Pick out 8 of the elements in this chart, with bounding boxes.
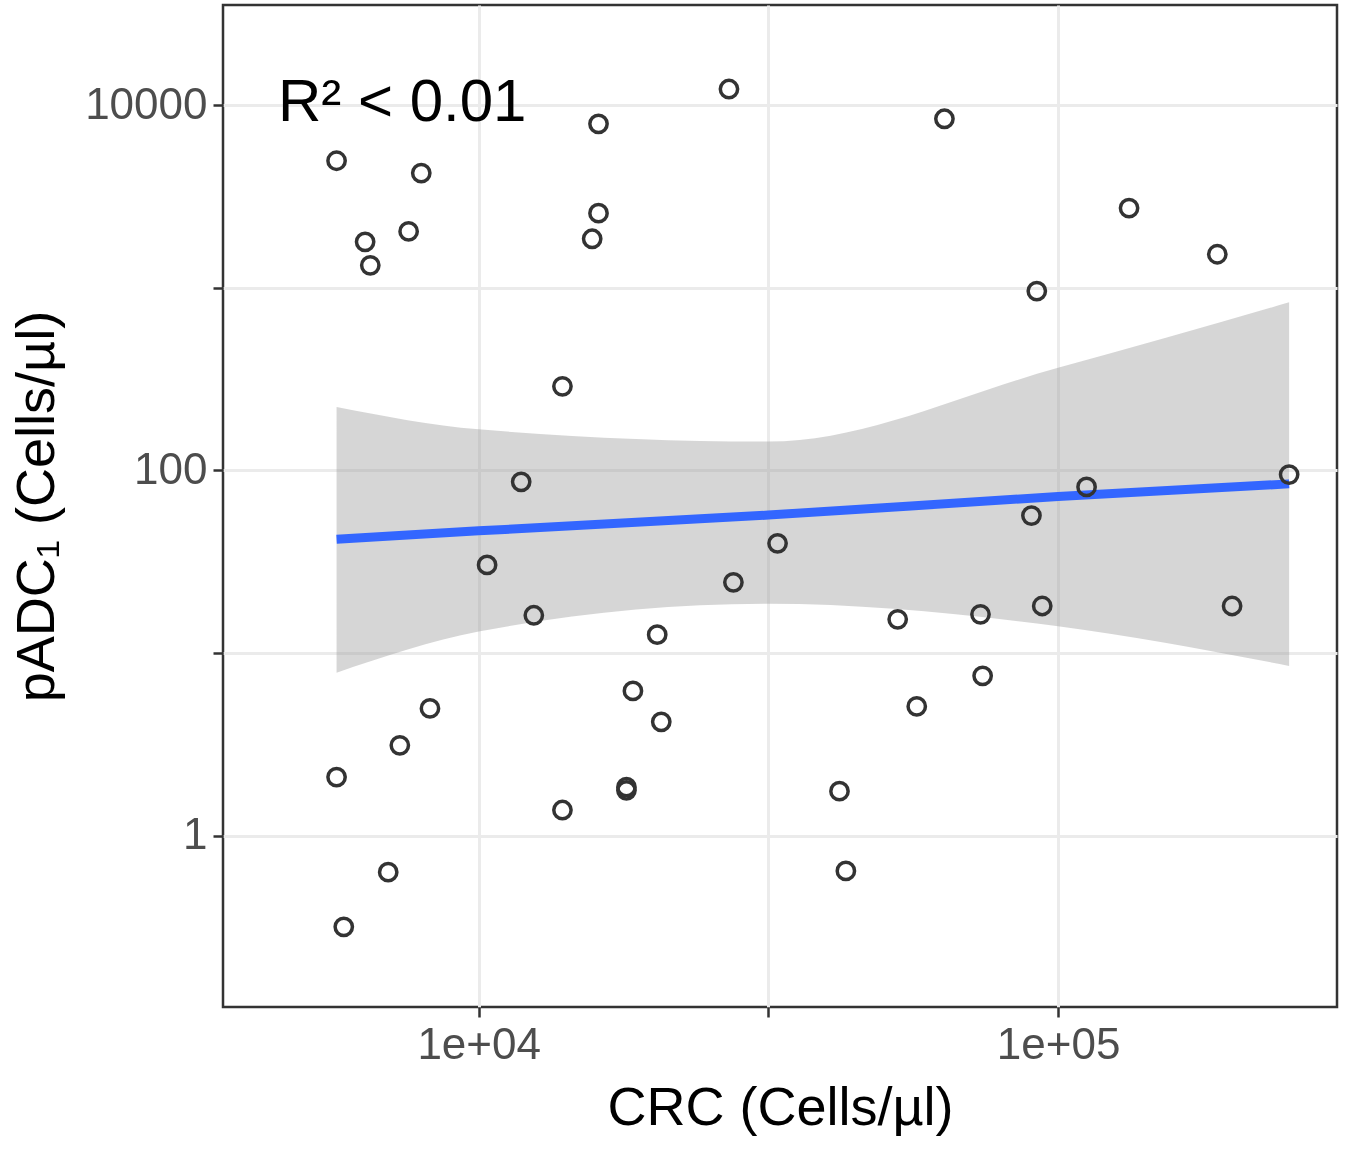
y-tick-label: 10000	[85, 78, 208, 128]
y-tick-label: 1	[183, 809, 208, 859]
x-axis-title: CRC (Cells/µl)	[607, 1075, 954, 1136]
x-tick-label: 1e+04	[417, 1018, 541, 1068]
y-tick-label: 100	[134, 443, 208, 493]
annotation: R² < 0.01	[278, 67, 527, 134]
x-tick-label: 1e+05	[996, 1018, 1121, 1068]
y-axis-title: pADC₁ (Cells/µl)	[5, 310, 66, 703]
